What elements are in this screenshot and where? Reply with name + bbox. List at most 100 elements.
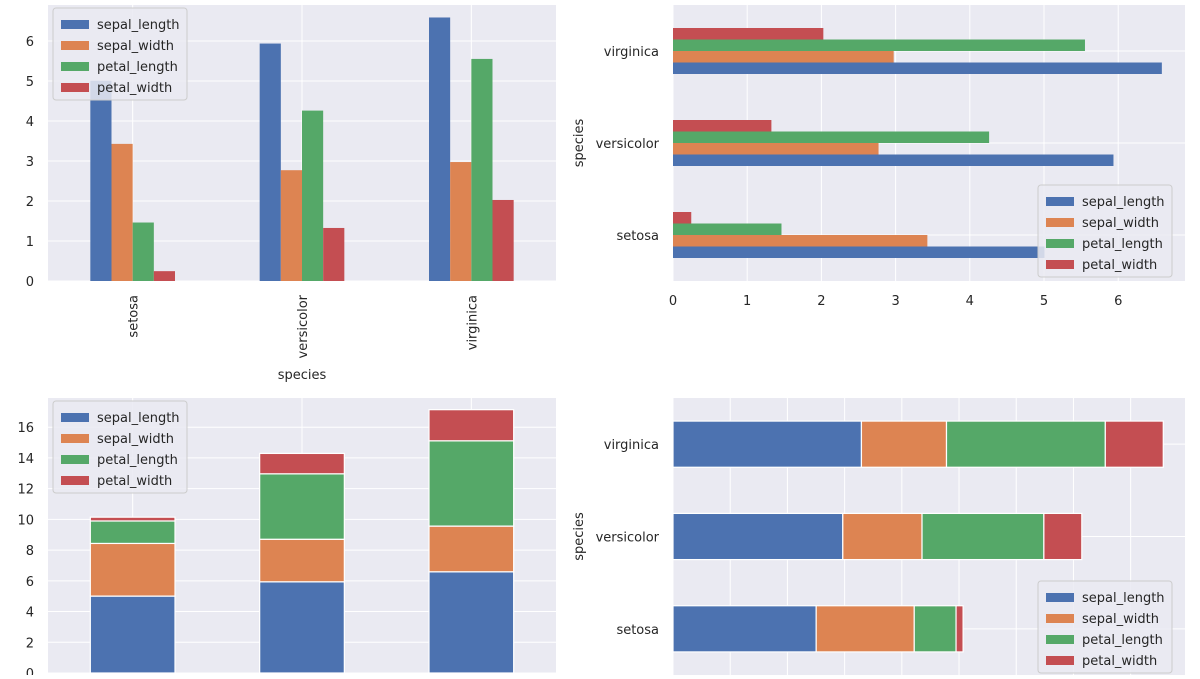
bottom-right-bar-petal_width-virginica <box>1104 420 1164 468</box>
bottom-right-legend-label-petal_length: petal_length <box>1082 633 1163 648</box>
top-right-bar-sepal_length-versicolor <box>673 154 1114 166</box>
bottom-left-ytick-14: 14 <box>17 452 34 467</box>
top-right-xtick-4: 4 <box>966 294 974 309</box>
bottom-left-bar-sepal_length-virginica <box>428 571 515 674</box>
bottom-left-bar-sepal_width-virginica <box>428 525 515 573</box>
top-left-ytick-3: 3 <box>26 155 34 170</box>
bottom-left-legend-box <box>52 400 188 494</box>
bottom-left-bar-petal_width-setosa <box>89 516 176 522</box>
top-right-legend-swatch-sepal_length <box>1046 197 1074 206</box>
bottom-right-legend-swatch-petal_length <box>1046 635 1074 644</box>
top-left-xlabel: species <box>278 368 327 383</box>
bottom-left-legend-swatch-petal_width <box>61 476 89 485</box>
top-left-legend-swatch-sepal_width <box>61 41 89 50</box>
top-left-legend-swatch-sepal_length <box>61 20 89 29</box>
bottom-right-bar-petal_length-virginica <box>945 420 1106 468</box>
top-left-ytick-0: 0 <box>26 275 34 290</box>
top-right-xtick-2: 2 <box>817 294 825 309</box>
bottom-right-bar-sepal_width-setosa <box>815 605 915 653</box>
top-left-xtick-setosa: setosa <box>127 295 142 338</box>
top-right-bar-petal_width-versicolor <box>673 120 772 132</box>
top-right-xtick-5: 5 <box>1040 294 1048 309</box>
bottom-left-ytick-0: 0 <box>26 667 34 675</box>
bottom-left-bar-sepal_length-versicolor <box>259 581 345 674</box>
top-left-legend-label-petal_width: petal_width <box>97 81 172 96</box>
top-right-bar-sepal_length-setosa <box>673 246 1045 258</box>
top-left-bar-petal_length-setosa <box>132 222 154 281</box>
top-right-axes: 0 1 2 3 4 5 6 setosa versicolor virginica species s… <box>572 5 1185 309</box>
top-left-legend-label-petal_length: petal_length <box>97 60 178 75</box>
bottom-left-bar-sepal_width-versicolor <box>259 538 345 583</box>
top-left-bar-petal_width-setosa <box>153 271 175 281</box>
top-right-legend-box <box>1037 184 1173 278</box>
bottom-right-bar-petal_width-setosa <box>955 605 964 653</box>
bottom-left-bar-sepal_length-setosa <box>89 595 176 674</box>
top-left-legend-swatch-petal_width <box>61 83 89 92</box>
top-right-bar-petal_length-versicolor <box>673 131 990 143</box>
top-right-xtick-1: 1 <box>743 294 751 309</box>
top-right-bar-petal_length-virginica <box>673 39 1085 51</box>
top-left-legend-box <box>52 7 188 101</box>
top-left-axes: 0 1 2 3 4 5 6 setosa versicolor virginica species s… <box>26 5 556 383</box>
top-left-bar-sepal_length-versicolor <box>259 43 281 282</box>
top-left-ytick-4: 4 <box>26 115 34 130</box>
top-left-xtick-versicolor: versicolor <box>296 294 311 358</box>
top-left-ytick-6: 6 <box>26 35 34 50</box>
top-right-bar-sepal_width-versicolor <box>673 143 879 155</box>
bottom-left-ytick-16: 16 <box>17 421 34 436</box>
bottom-right-ylabel: species <box>572 512 587 561</box>
bottom-right-legend-box <box>1037 580 1173 674</box>
top-right-bar-petal_length-setosa <box>673 223 782 235</box>
bottom-right-legend-swatch-sepal_width <box>1046 614 1074 623</box>
bottom-right-bar-sepal_length-setosa <box>672 605 817 653</box>
bottom-left-ytick-4: 4 <box>26 606 34 621</box>
bottom-right-bar-sepal_width-virginica <box>860 420 948 468</box>
bottom-left-legend-label-sepal_length: sepal_length <box>97 411 180 426</box>
top-left-legend-label-sepal_length: sepal_length <box>97 18 180 33</box>
bottom-left-legend-swatch-petal_length <box>61 455 89 464</box>
bottom-left-bar-sepal_width-setosa <box>89 542 176 597</box>
bottom-right-bar-sepal_length-virginica <box>672 420 863 468</box>
top-left-bar-sepal_width-setosa <box>111 143 133 281</box>
top-left-ytick-2: 2 <box>26 195 34 210</box>
top-left-bar-petal_length-virginica <box>471 58 493 281</box>
bottom-left-ytick-6: 6 <box>26 575 34 590</box>
bottom-right-bar-petal_length-setosa <box>913 605 957 653</box>
top-left-ytick-1: 1 <box>26 235 34 250</box>
top-right-legend-swatch-petal_width <box>1046 260 1074 269</box>
bottom-left-ytick-10: 10 <box>17 513 34 528</box>
top-right-ylabel: species <box>572 119 587 168</box>
top-right-bar-sepal_width-setosa <box>673 235 928 247</box>
bottom-left-legend-label-sepal_width: sepal_width <box>97 432 174 447</box>
top-right-xtick-0: 0 <box>669 294 677 309</box>
top-right-xtick-3: 3 <box>891 294 899 309</box>
top-left-legend-swatch-petal_length <box>61 62 89 71</box>
bottom-right-legend-swatch-petal_width <box>1046 656 1074 665</box>
top-right-ytick-setosa: setosa <box>616 229 659 244</box>
top-left-bar-sepal_width-virginica <box>450 162 472 281</box>
bottom-left-bar-petal_length-setosa <box>89 520 176 545</box>
bottom-right-ytick-setosa: setosa <box>616 623 659 638</box>
top-right-legend-label-petal_length: petal_length <box>1082 237 1163 252</box>
bottom-right-bar-sepal_length-versicolor <box>672 512 844 561</box>
bottom-left-legend-swatch-sepal_width <box>61 434 89 443</box>
top-left-xtick-virginica: virginica <box>465 295 480 350</box>
top-left-legend-label-sepal_width: sepal_width <box>97 39 174 54</box>
bottom-right-ytick-versicolor: versicolor <box>596 531 660 546</box>
bottom-right-ytick-virginica: virginica <box>604 438 659 453</box>
top-right-legend-swatch-petal_length <box>1046 239 1074 248</box>
bottom-left-ytick-12: 12 <box>17 483 34 498</box>
top-right-bar-petal_width-setosa <box>673 212 692 224</box>
bottom-right-bar-petal_width-versicolor <box>1043 512 1083 561</box>
top-left-bar-sepal_length-setosa <box>90 80 112 281</box>
top-left-bar-sepal_width-versicolor <box>280 170 302 281</box>
bottom-left-bar-petal_length-virginica <box>428 440 515 527</box>
bottom-right-axes: setosa versicolor virginica species sepal_le… <box>572 398 1185 675</box>
bottom-right-legend-swatch-sepal_length <box>1046 593 1074 602</box>
top-left-bar-petal_width-versicolor <box>323 227 345 281</box>
top-left-bar-petal_length-versicolor <box>302 110 324 281</box>
bottom-left-legend-label-petal_width: petal_width <box>97 474 172 489</box>
top-right-xtick-6: 6 <box>1114 294 1122 309</box>
top-right-legend-swatch-sepal_width <box>1046 218 1074 227</box>
